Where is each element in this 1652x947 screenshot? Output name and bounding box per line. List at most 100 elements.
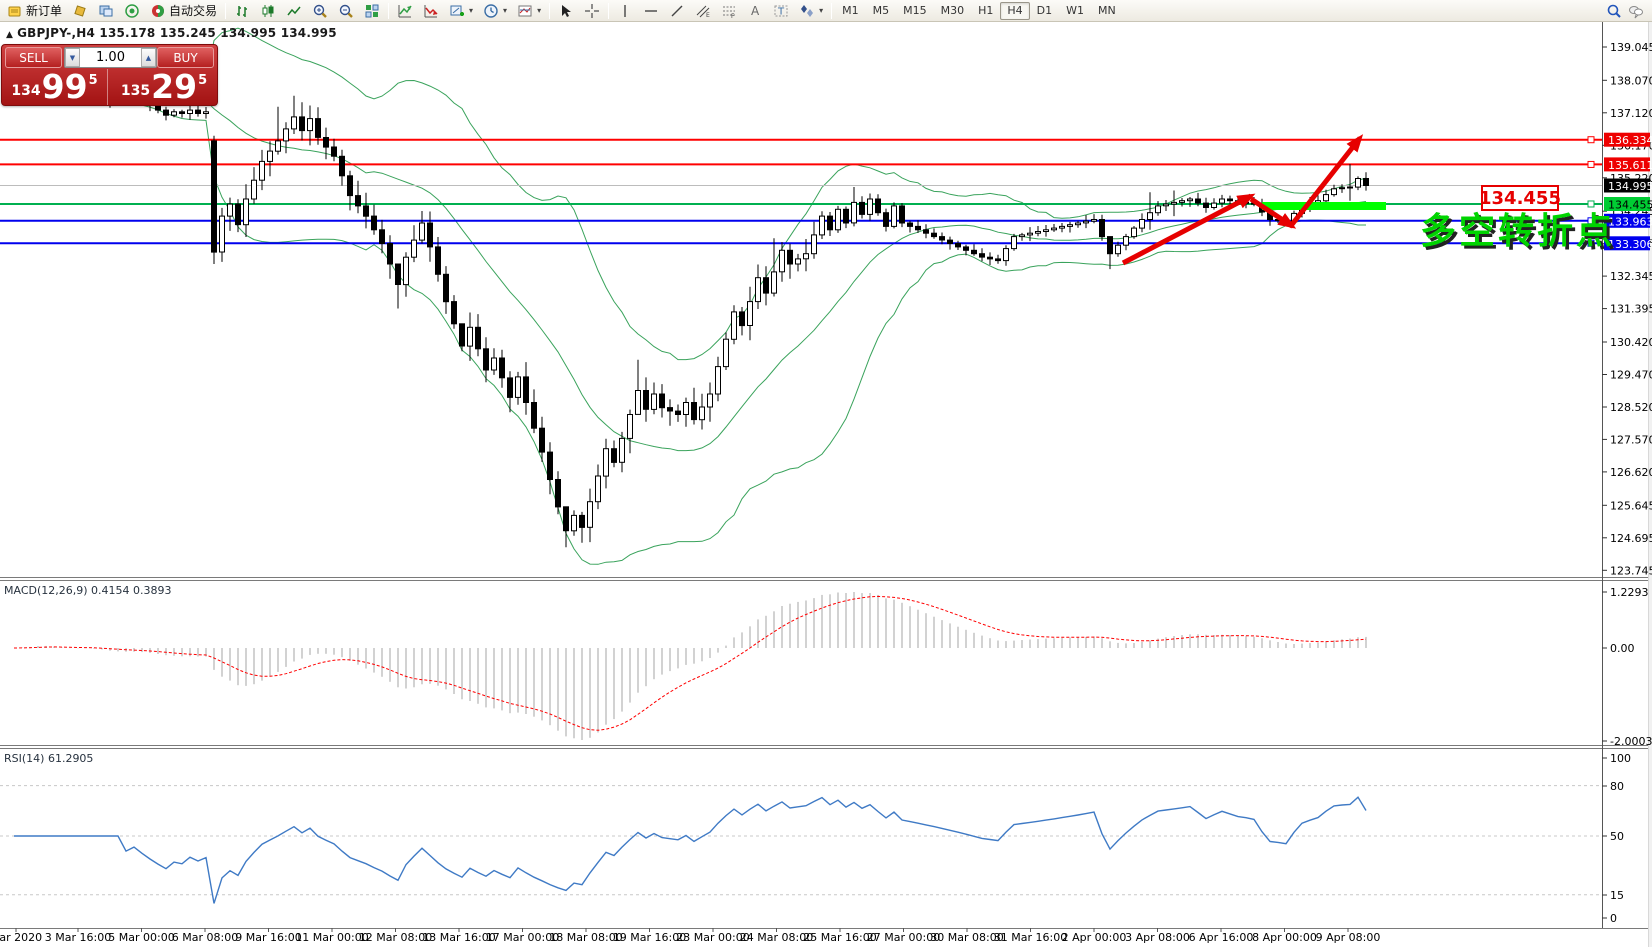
timeframe-m5[interactable]: M5 xyxy=(872,4,890,17)
indicators-button[interactable] xyxy=(392,1,418,21)
macd-axis-label: 1.2293 xyxy=(1610,586,1649,599)
timeframe-m30[interactable]: M30 xyxy=(940,4,965,17)
candle xyxy=(339,155,345,177)
candle xyxy=(475,326,481,350)
time-axis-label: 24 Mar 08:00 xyxy=(740,931,813,944)
volume-increase-button[interactable]: ▲ xyxy=(141,48,156,67)
candle xyxy=(323,137,329,148)
search-icon[interactable] xyxy=(1606,3,1622,19)
line-endpoint-marker xyxy=(1587,239,1595,247)
sell-price[interactable]: 134 99 5 xyxy=(2,69,108,105)
candlestick-button[interactable] xyxy=(255,1,281,21)
candle xyxy=(947,239,953,245)
support-zone-bar[interactable] xyxy=(1262,202,1386,210)
templates-button[interactable]: ▾ xyxy=(512,1,546,21)
chevron-down-icon: ▾ xyxy=(537,6,542,15)
candle xyxy=(707,393,713,408)
clock-icon xyxy=(484,3,498,18)
line-endpoint-marker xyxy=(1587,160,1595,168)
bollinger-band-line xyxy=(29,27,1367,361)
price-note-box[interactable] xyxy=(1481,185,1559,211)
price-axis[interactable]: 139.045138.070137.120136.170135.220134.2… xyxy=(1602,41,1652,925)
volume-input[interactable]: 1.00 xyxy=(96,50,125,65)
horizontal-lines[interactable] xyxy=(0,136,1602,247)
candle xyxy=(755,277,761,303)
candle xyxy=(307,118,313,132)
candle xyxy=(579,514,585,528)
zoom-in-button[interactable] xyxy=(307,1,333,21)
channel-button[interactable]: E xyxy=(690,1,716,21)
bar-chart-button[interactable] xyxy=(229,1,255,21)
candle xyxy=(1331,188,1337,196)
trend-arrow[interactable] xyxy=(1121,193,1256,266)
candle xyxy=(259,160,265,181)
horizontal-line-button[interactable] xyxy=(638,1,664,21)
crosshair-button[interactable] xyxy=(579,1,605,21)
collapse-icon[interactable]: ▲ xyxy=(6,30,14,40)
data-window-button[interactable] xyxy=(93,1,119,21)
new-order-button[interactable]: 新订单 xyxy=(2,1,67,21)
buy-price[interactable]: 135 29 5 xyxy=(111,69,217,105)
candle xyxy=(595,475,601,503)
sell-button[interactable]: SELL xyxy=(5,47,62,68)
candle xyxy=(699,406,705,421)
auto-trading-icon xyxy=(152,4,165,17)
text-label-button[interactable]: T xyxy=(768,1,794,21)
candle xyxy=(163,109,169,116)
trend-arrow[interactable] xyxy=(1288,134,1364,229)
volume-decrease-button[interactable]: ▼ xyxy=(65,48,80,67)
price-level-badge-text: 133.963 xyxy=(1608,215,1652,228)
fibonacci-button[interactable]: F xyxy=(716,1,742,21)
candle xyxy=(883,212,889,227)
timeframe-m1[interactable]: M1 xyxy=(842,4,859,17)
timeframe-h1[interactable]: H1 xyxy=(978,4,994,17)
trendline-button[interactable] xyxy=(664,1,690,21)
line-chart-button[interactable] xyxy=(281,1,307,21)
sell-price-sup: 5 xyxy=(88,73,98,88)
price-tick-label: 139.045 xyxy=(1610,41,1652,54)
bollinger-bands xyxy=(29,27,1367,565)
candle xyxy=(1067,224,1073,227)
timeframe-m15[interactable]: M15 xyxy=(903,4,927,17)
auto-trading-button[interactable]: 自动交易 xyxy=(145,1,222,21)
text-button[interactable]: A xyxy=(742,1,768,21)
candle xyxy=(859,201,865,215)
periods-button[interactable]: ▾ xyxy=(478,1,512,21)
price-tick-label: 124.695 xyxy=(1610,532,1652,545)
symbols-button[interactable] xyxy=(67,1,93,21)
candle xyxy=(251,179,257,200)
candle xyxy=(915,225,921,231)
navigator-button[interactable] xyxy=(119,1,145,21)
candle xyxy=(1355,178,1361,188)
candle xyxy=(715,366,721,395)
symbols-icon xyxy=(74,4,86,17)
zoom-out-button[interactable] xyxy=(333,1,359,21)
candle xyxy=(1091,219,1097,222)
cursor-button[interactable] xyxy=(553,1,579,21)
candle xyxy=(235,203,241,226)
pane-borders xyxy=(0,22,1648,929)
scrollbar[interactable] xyxy=(1648,22,1652,947)
chat-icon[interactable] xyxy=(1628,3,1644,19)
timeframe-mn[interactable]: MN xyxy=(1098,4,1116,17)
candle xyxy=(1339,187,1345,190)
vertical-line-button[interactable] xyxy=(612,1,638,21)
candle xyxy=(379,229,385,245)
line-endpoint-marker xyxy=(1587,136,1595,144)
timeframe-d1[interactable]: D1 xyxy=(1036,4,1053,17)
time-axis-label: 19 Mar 16:00 xyxy=(613,931,686,944)
buy-button[interactable]: BUY xyxy=(157,47,214,68)
candle xyxy=(403,256,409,286)
timeframe-h4[interactable]: H4 xyxy=(1000,1,1030,20)
timeframe-w1[interactable]: W1 xyxy=(1066,4,1084,17)
tile-windows-button[interactable] xyxy=(359,1,385,21)
arrows-button[interactable]: ▾ xyxy=(794,1,828,21)
candle xyxy=(299,116,305,132)
cn-note-text[interactable]: 多空转折点 xyxy=(1420,211,1615,252)
trend-arrow[interactable] xyxy=(1249,196,1297,229)
indicator-window-button[interactable] xyxy=(418,1,444,21)
new-chart-button[interactable]: ▾ xyxy=(444,1,478,21)
